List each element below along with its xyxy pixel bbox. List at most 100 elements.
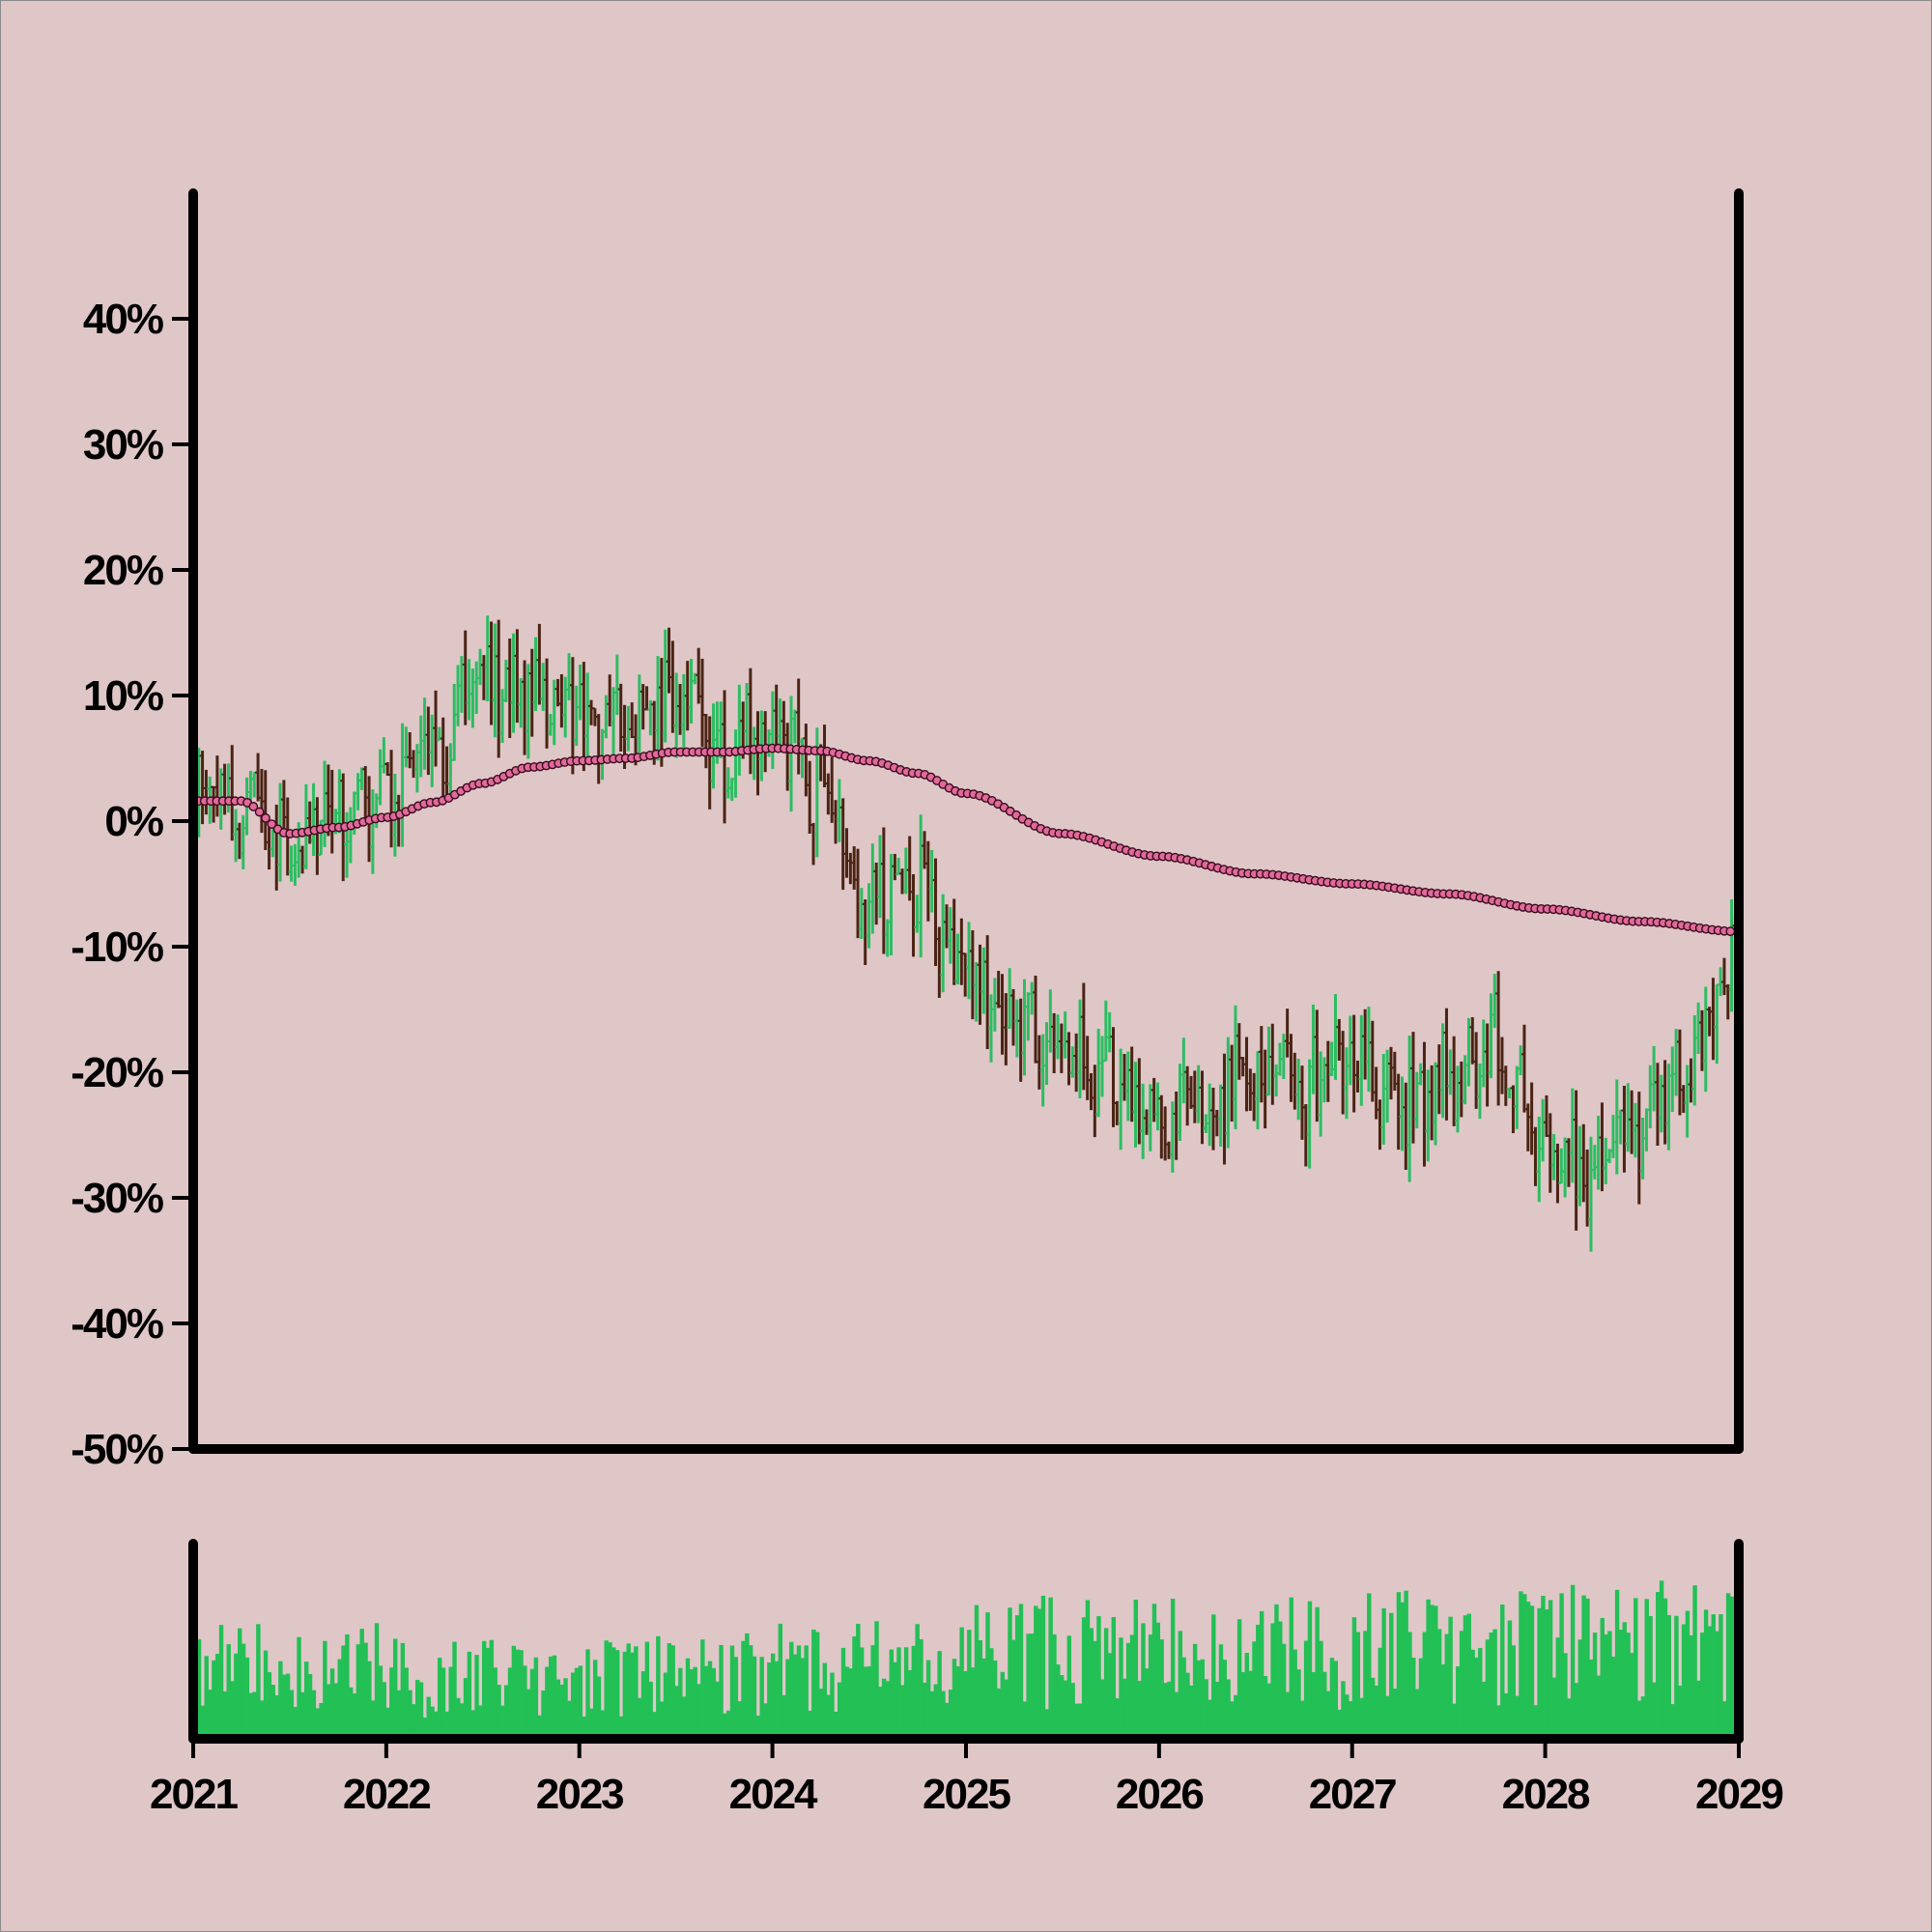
volume-bar bbox=[1074, 1703, 1079, 1739]
volume-bar bbox=[1141, 1623, 1146, 1739]
volume-bar bbox=[1389, 1612, 1394, 1739]
volume-bar bbox=[1511, 1645, 1516, 1739]
ohlc-bar bbox=[995, 970, 1002, 1009]
x-tick-label: 2026 bbox=[1116, 1771, 1203, 1818]
volume-bar bbox=[1478, 1647, 1483, 1739]
volume-bar bbox=[1529, 1605, 1535, 1739]
volume-bar bbox=[1040, 1595, 1046, 1739]
ohlc-bar bbox=[540, 663, 547, 712]
ohlc-bar bbox=[355, 773, 361, 810]
volume-bar bbox=[1689, 1634, 1693, 1739]
volume-bar bbox=[1367, 1593, 1372, 1739]
volume-bar bbox=[733, 1657, 739, 1739]
volume-bar bbox=[208, 1690, 213, 1739]
ohlc-bar bbox=[1406, 1035, 1413, 1182]
ohlc-bar bbox=[1536, 1116, 1543, 1203]
ohlc-bar bbox=[547, 713, 554, 736]
volume-bar bbox=[404, 1667, 409, 1739]
volume-bar bbox=[1640, 1696, 1646, 1739]
ohlc-bar bbox=[747, 668, 753, 775]
volume-bar bbox=[541, 1690, 546, 1739]
ohlc-bar bbox=[977, 944, 983, 1025]
volume-bar bbox=[637, 1697, 642, 1739]
volume-bar bbox=[1548, 1600, 1553, 1739]
volume-bar bbox=[1256, 1624, 1261, 1739]
volume-bar bbox=[355, 1644, 361, 1739]
ohlc-bar bbox=[1632, 1102, 1638, 1158]
ohlc-bar bbox=[1029, 981, 1036, 1015]
ohlc-bar bbox=[1569, 1088, 1576, 1183]
ohlc-bar bbox=[1207, 1083, 1213, 1147]
volume-bar bbox=[1470, 1649, 1475, 1739]
volume-bar bbox=[1515, 1695, 1520, 1739]
ohlc-bar bbox=[839, 798, 846, 891]
volume-bar bbox=[652, 1712, 657, 1739]
ohlc-bar bbox=[1209, 1087, 1216, 1151]
volume-bar bbox=[808, 1710, 812, 1739]
ohlc-bar bbox=[947, 907, 953, 964]
ohlc-bar bbox=[807, 760, 813, 835]
ohlc-bar bbox=[525, 664, 531, 759]
ohlc-bar bbox=[1343, 1047, 1350, 1120]
volume-bar bbox=[1559, 1593, 1564, 1739]
volume-bar bbox=[426, 1696, 431, 1739]
ohlc-bar bbox=[999, 974, 1006, 1055]
volume-bar bbox=[459, 1703, 465, 1739]
volume-bar bbox=[844, 1666, 850, 1739]
ohlc-bar bbox=[381, 737, 387, 774]
ohlc-bar bbox=[1306, 1059, 1313, 1169]
ohlc-bar bbox=[1528, 1082, 1535, 1155]
volume-bar bbox=[1066, 1635, 1072, 1739]
ohlc-bar bbox=[1380, 1053, 1387, 1146]
volume-bar bbox=[1137, 1681, 1142, 1739]
volume-bar bbox=[774, 1661, 780, 1739]
ohlc-bar bbox=[895, 857, 902, 875]
volume-bar bbox=[1711, 1614, 1716, 1739]
volume-bar bbox=[1414, 1689, 1420, 1739]
ohlc-bar bbox=[1191, 1070, 1198, 1123]
ohlc-bar bbox=[636, 674, 642, 753]
volume-bar bbox=[337, 1659, 342, 1739]
ohlc-bar bbox=[532, 637, 539, 712]
volume-bar bbox=[1681, 1624, 1687, 1739]
ohlc-bar bbox=[662, 629, 668, 743]
volume-bar bbox=[996, 1688, 1002, 1739]
ohlc-bar bbox=[1350, 1014, 1357, 1113]
volume-bar bbox=[574, 1667, 580, 1739]
ohlc-bar bbox=[1669, 1046, 1676, 1112]
volume-bar bbox=[204, 1656, 209, 1739]
volume-bar bbox=[1056, 1664, 1061, 1739]
volume-bar bbox=[622, 1651, 628, 1739]
ohlc-bar bbox=[347, 807, 354, 864]
volume-bar bbox=[567, 1700, 572, 1739]
volume-bar bbox=[1325, 1690, 1331, 1739]
ohlc-bar bbox=[377, 749, 384, 806]
x-tick-label: 2025 bbox=[923, 1771, 1010, 1818]
moving-average-point bbox=[267, 819, 277, 830]
ohlc-bar bbox=[502, 660, 509, 702]
volume-bar bbox=[1567, 1698, 1572, 1739]
ohlc-bar bbox=[1495, 971, 1502, 1106]
ohlc-bar bbox=[1195, 1065, 1202, 1123]
volume-bar bbox=[1018, 1604, 1024, 1739]
volume-bar bbox=[1189, 1685, 1194, 1739]
volume-bar bbox=[1081, 1617, 1087, 1739]
ohlc-bar bbox=[639, 684, 646, 730]
volume-bar bbox=[1481, 1681, 1487, 1739]
ohlc-bar bbox=[425, 706, 432, 776]
volume-bar bbox=[1574, 1683, 1579, 1739]
volume-bar bbox=[1236, 1619, 1242, 1739]
volume-bar bbox=[437, 1658, 442, 1739]
ohlc-bar bbox=[888, 854, 895, 956]
volume-bar bbox=[548, 1656, 554, 1739]
ohlc-bar bbox=[1591, 1145, 1598, 1179]
volume-bar bbox=[789, 1641, 794, 1739]
ohlc-bar bbox=[1354, 1060, 1361, 1093]
volume-bar bbox=[345, 1634, 350, 1739]
volume-bar bbox=[1674, 1615, 1679, 1739]
x-tick-label: 2022 bbox=[343, 1771, 430, 1818]
volume-bar bbox=[818, 1689, 824, 1739]
volume-bar bbox=[1145, 1668, 1150, 1739]
volume-bar bbox=[945, 1702, 950, 1739]
ohlc-bar bbox=[421, 697, 428, 770]
